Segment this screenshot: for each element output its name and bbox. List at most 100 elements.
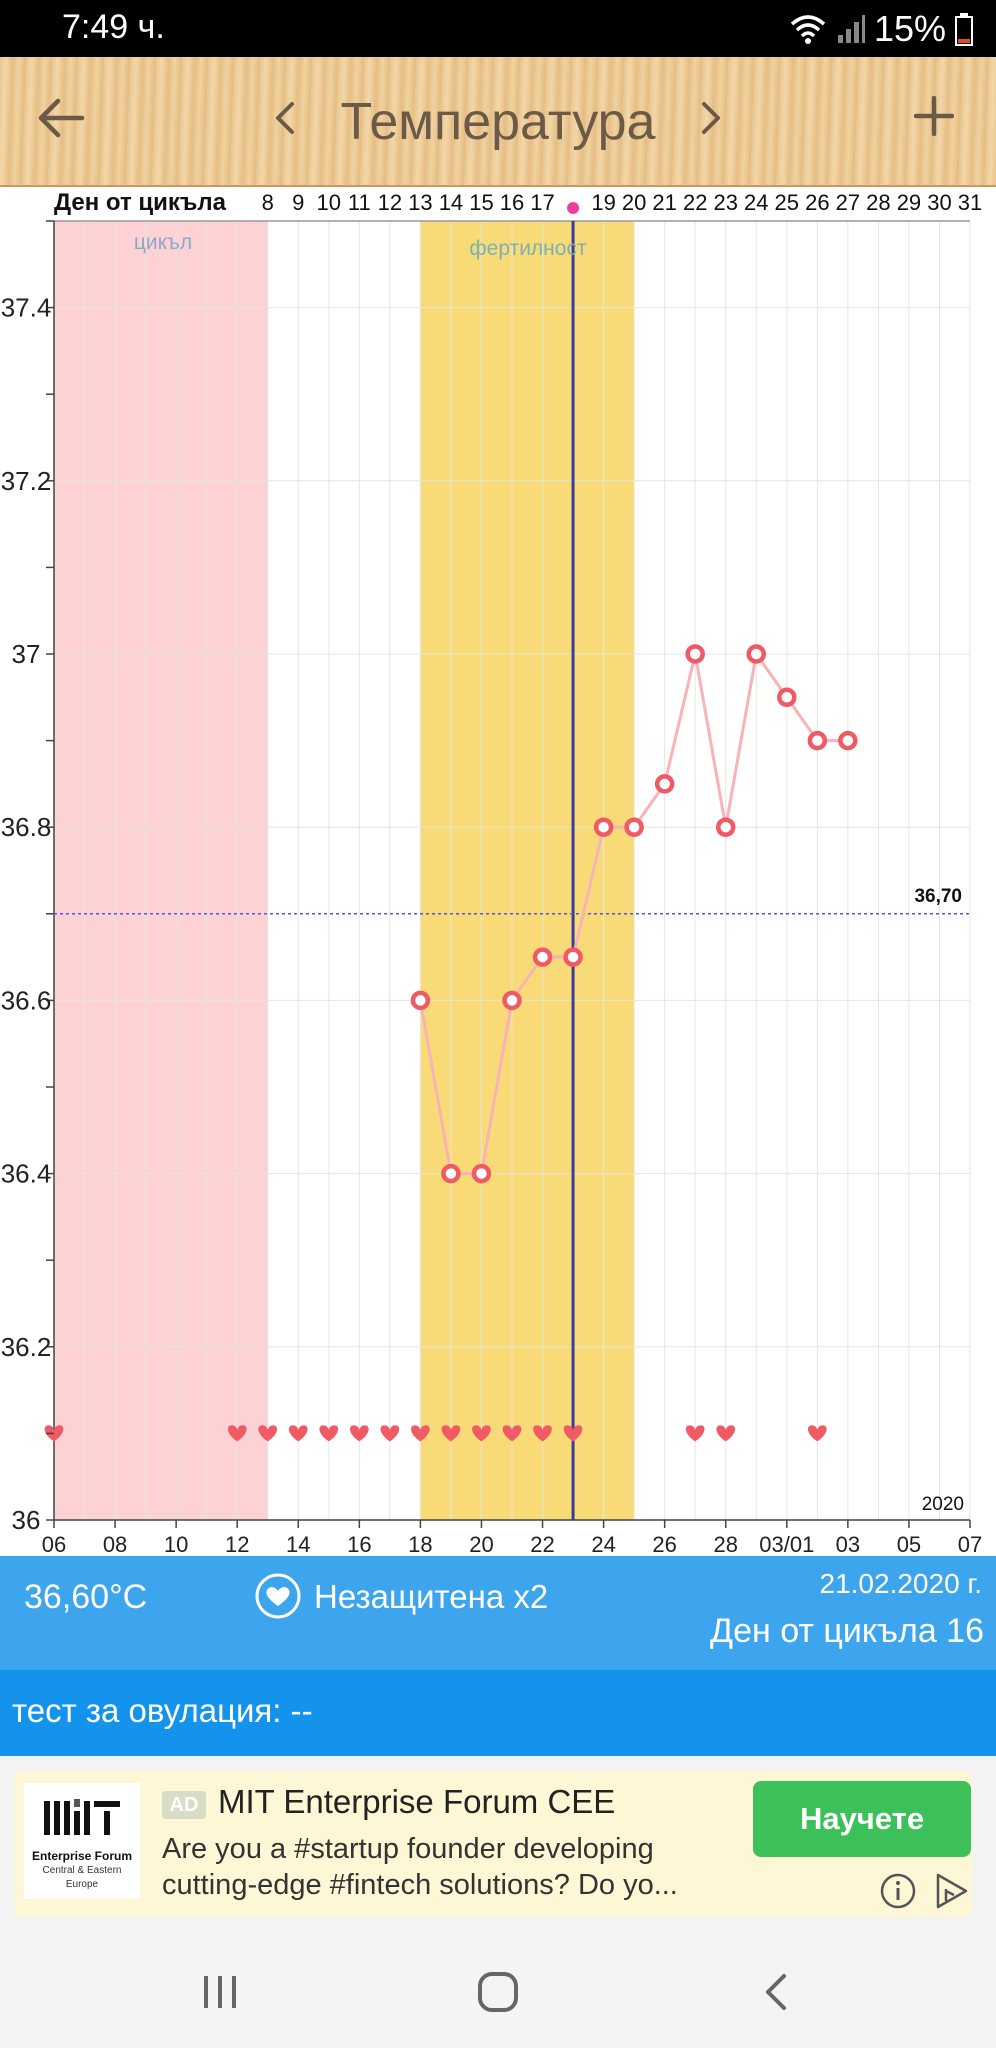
temperature-point[interactable] [532, 947, 553, 967]
temperature-point[interactable] [563, 947, 583, 967]
heart-icon [685, 1425, 705, 1442]
back-nav-icon[interactable] [760, 1972, 794, 2012]
heart-icon [472, 1425, 491, 1442]
y-tick-label: 36 [12, 1505, 41, 1535]
cycle-day-label: Ден от цикъла 16 [710, 1612, 984, 1650]
temperature-point[interactable] [715, 817, 736, 837]
ad-cta-button[interactable]: Научете [753, 1781, 971, 1857]
x-tick-label: 03/01 [759, 1532, 814, 1556]
status-time: 7:49 ч. [62, 8, 165, 46]
y-tick-label: 36.2 [1, 1332, 52, 1362]
heart-icon [563, 1425, 583, 1442]
heart-icon [258, 1425, 278, 1442]
year-label: 2020 [922, 1494, 964, 1515]
page-title: Температура [340, 93, 656, 151]
cycle-day-number: 20 [622, 190, 646, 215]
cycle-day-number: 19 [591, 190, 615, 215]
temperature-point[interactable] [838, 730, 858, 751]
cycle-row-label: Ден от цикъла [54, 189, 227, 216]
ovulation-test-bar[interactable]: тест за овулация: -- [0, 1670, 996, 1756]
cycle-day-number: 26 [805, 190, 829, 215]
cycle-day-number: 24 [744, 190, 768, 215]
x-tick-label: 20 [469, 1532, 493, 1556]
cycle-day-number: 17 [530, 190, 554, 215]
ovulation-dot [567, 202, 580, 214]
cycle-day-number: 28 [866, 190, 890, 215]
cycle-day-number: 21 [652, 190, 676, 215]
y-tick-label: 37 [12, 639, 41, 669]
x-tick-label: 12 [225, 1532, 249, 1556]
battery-percent: 15% [873, 8, 946, 49]
period-label: цикъл [134, 231, 192, 254]
temperature-point[interactable] [624, 817, 644, 837]
x-tick-label: 16 [347, 1532, 371, 1556]
plus-icon[interactable] [914, 96, 954, 136]
home-icon[interactable] [476, 1970, 520, 2014]
cycle-day-number: 13 [408, 190, 432, 215]
ad-title: MIT Enterprise Forum CEE [218, 1783, 616, 1820]
heart-icon [533, 1425, 552, 1442]
temperature-point[interactable] [593, 817, 614, 837]
cycle-day-number: 10 [317, 190, 341, 215]
temperature-point[interactable] [777, 687, 797, 708]
ad-logo: Enterprise Forum Central & Eastern Europ… [24, 1783, 140, 1899]
chevron-right-icon[interactable] [698, 100, 724, 136]
selected-date: 21.02.2020 г. [819, 1568, 983, 1599]
cycle-day-number: 31 [958, 190, 982, 215]
x-tick-label: 03 [836, 1532, 860, 1556]
app-bar [0, 57, 996, 187]
status-bar: 7:49 ч. 15% [0, 0, 996, 57]
heart-icon [807, 1425, 827, 1442]
x-tick-label: 05 [897, 1532, 921, 1556]
y-tick-label: 36.8 [1, 812, 52, 842]
battery-icon [955, 13, 973, 46]
y-tick-label: 36.6 [1, 985, 52, 1015]
back-arrow-icon[interactable] [36, 95, 86, 141]
temperature-point[interactable] [654, 774, 675, 794]
system-nav-bar [0, 1932, 996, 2048]
heart-icon [716, 1425, 736, 1442]
heart-icon [319, 1425, 339, 1442]
day-info-bar[interactable]: 36,60°C Незащитена x2 21.02.2020 г. Ден … [0, 1556, 996, 1670]
temperature-point[interactable] [807, 730, 828, 751]
ad-logo-line-3: Europe [65, 1879, 99, 1890]
x-tick-label: 24 [591, 1532, 615, 1556]
temperature-point[interactable] [685, 644, 705, 664]
temperature-point[interactable] [746, 644, 767, 664]
cycle-day-number: 14 [439, 190, 463, 215]
x-tick-label: 14 [286, 1532, 310, 1556]
info-icon[interactable] [878, 1871, 918, 1911]
x-tick-label: 26 [652, 1532, 676, 1556]
heart-circle-icon [255, 1573, 301, 1619]
temperature-point[interactable] [410, 990, 431, 1011]
x-tick-label: 07 [958, 1532, 982, 1556]
temperature-point[interactable] [441, 1163, 461, 1184]
cycle-day-number: 9 [292, 190, 304, 215]
cycle-day-number: 8 [262, 190, 274, 215]
heart-icon [349, 1425, 369, 1442]
ad-choices-icon[interactable] [932, 1871, 970, 1911]
temperature-point[interactable] [471, 1163, 492, 1184]
cycle-day-number: 27 [836, 190, 860, 215]
temperature-point[interactable] [502, 990, 522, 1011]
recent-apps-icon[interactable] [198, 1972, 242, 2012]
ad-logo-line-2: Central & Eastern [42, 1865, 122, 1876]
ad-banner[interactable]: Enterprise Forum Central & Eastern Europ… [14, 1771, 972, 1917]
cycle-day-number: 22 [683, 190, 707, 215]
cycle-day-number: 16 [500, 190, 524, 215]
cycle-day-number: 12 [378, 190, 402, 215]
ad-logo-line-1: Enterprise Forum [31, 1849, 133, 1863]
signal-icon [837, 15, 865, 43]
mit-logo-icon [44, 1799, 120, 1835]
cycle-day-number: 11 [348, 190, 371, 215]
intercourse-status: Незащитена x2 [314, 1578, 549, 1615]
y-tick-label: 36.4 [1, 1159, 52, 1189]
chevron-left-icon[interactable] [272, 100, 298, 136]
x-tick-label: 06 [42, 1532, 66, 1556]
selected-temperature: 36,60°C [24, 1578, 148, 1616]
cycle-day-number: 30 [927, 190, 951, 215]
period-band [54, 221, 268, 1520]
fertile-label: фертилност [469, 237, 587, 260]
heart-icon [502, 1425, 522, 1442]
